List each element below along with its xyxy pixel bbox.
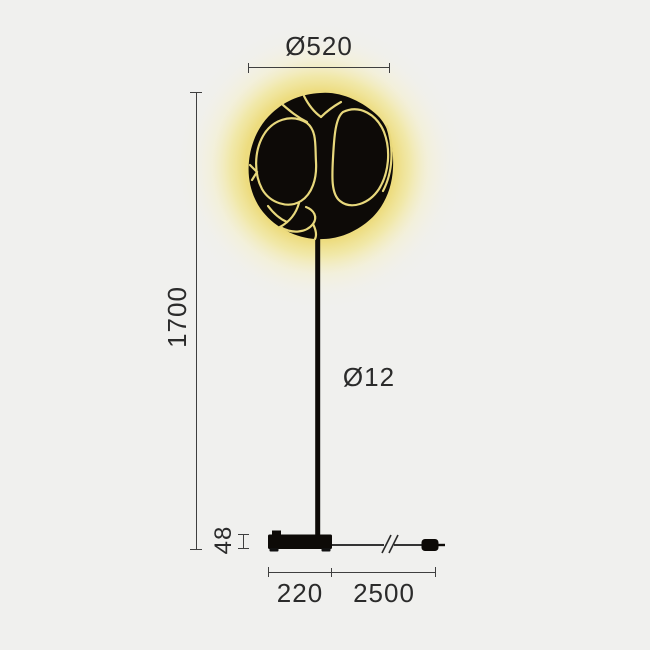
base-height-dim-line	[242, 534, 244, 549]
pole-diameter-label: Ø12	[342, 362, 396, 392]
base-height-dim-cap-top	[237, 534, 249, 536]
shade-diameter-dim-cap-left	[247, 62, 249, 73]
base-height-dim-cap-bottom	[237, 548, 249, 550]
shade-diameter-dim-line	[248, 67, 390, 69]
shade-seam-lines	[248, 94, 393, 241]
height-dim-cap-bottom	[190, 549, 202, 551]
lamp-pole	[315, 230, 321, 536]
cable-length-label: 2500	[353, 578, 415, 608]
cable-break-icon	[381, 534, 399, 554]
lamp-base	[268, 530, 332, 552]
base-width-label: 220	[276, 578, 324, 608]
total-height-label: 1700	[162, 286, 192, 348]
bottom-dim-line	[268, 571, 435, 573]
lamp-shade	[248, 92, 394, 240]
base-height-label: 48	[210, 525, 237, 555]
power-cable	[332, 534, 445, 554]
plug-icon	[421, 539, 445, 551]
shade-diameter-dim-cap-right	[389, 62, 391, 73]
bottom-dim-cap-left	[267, 567, 269, 577]
height-dim-line	[195, 92, 197, 550]
bottom-dim-cap-right	[434, 567, 436, 577]
shade-diameter-label: Ø520	[285, 31, 353, 61]
height-dim-cap-top	[190, 91, 202, 93]
bottom-dim-tick-middle	[330, 567, 332, 577]
